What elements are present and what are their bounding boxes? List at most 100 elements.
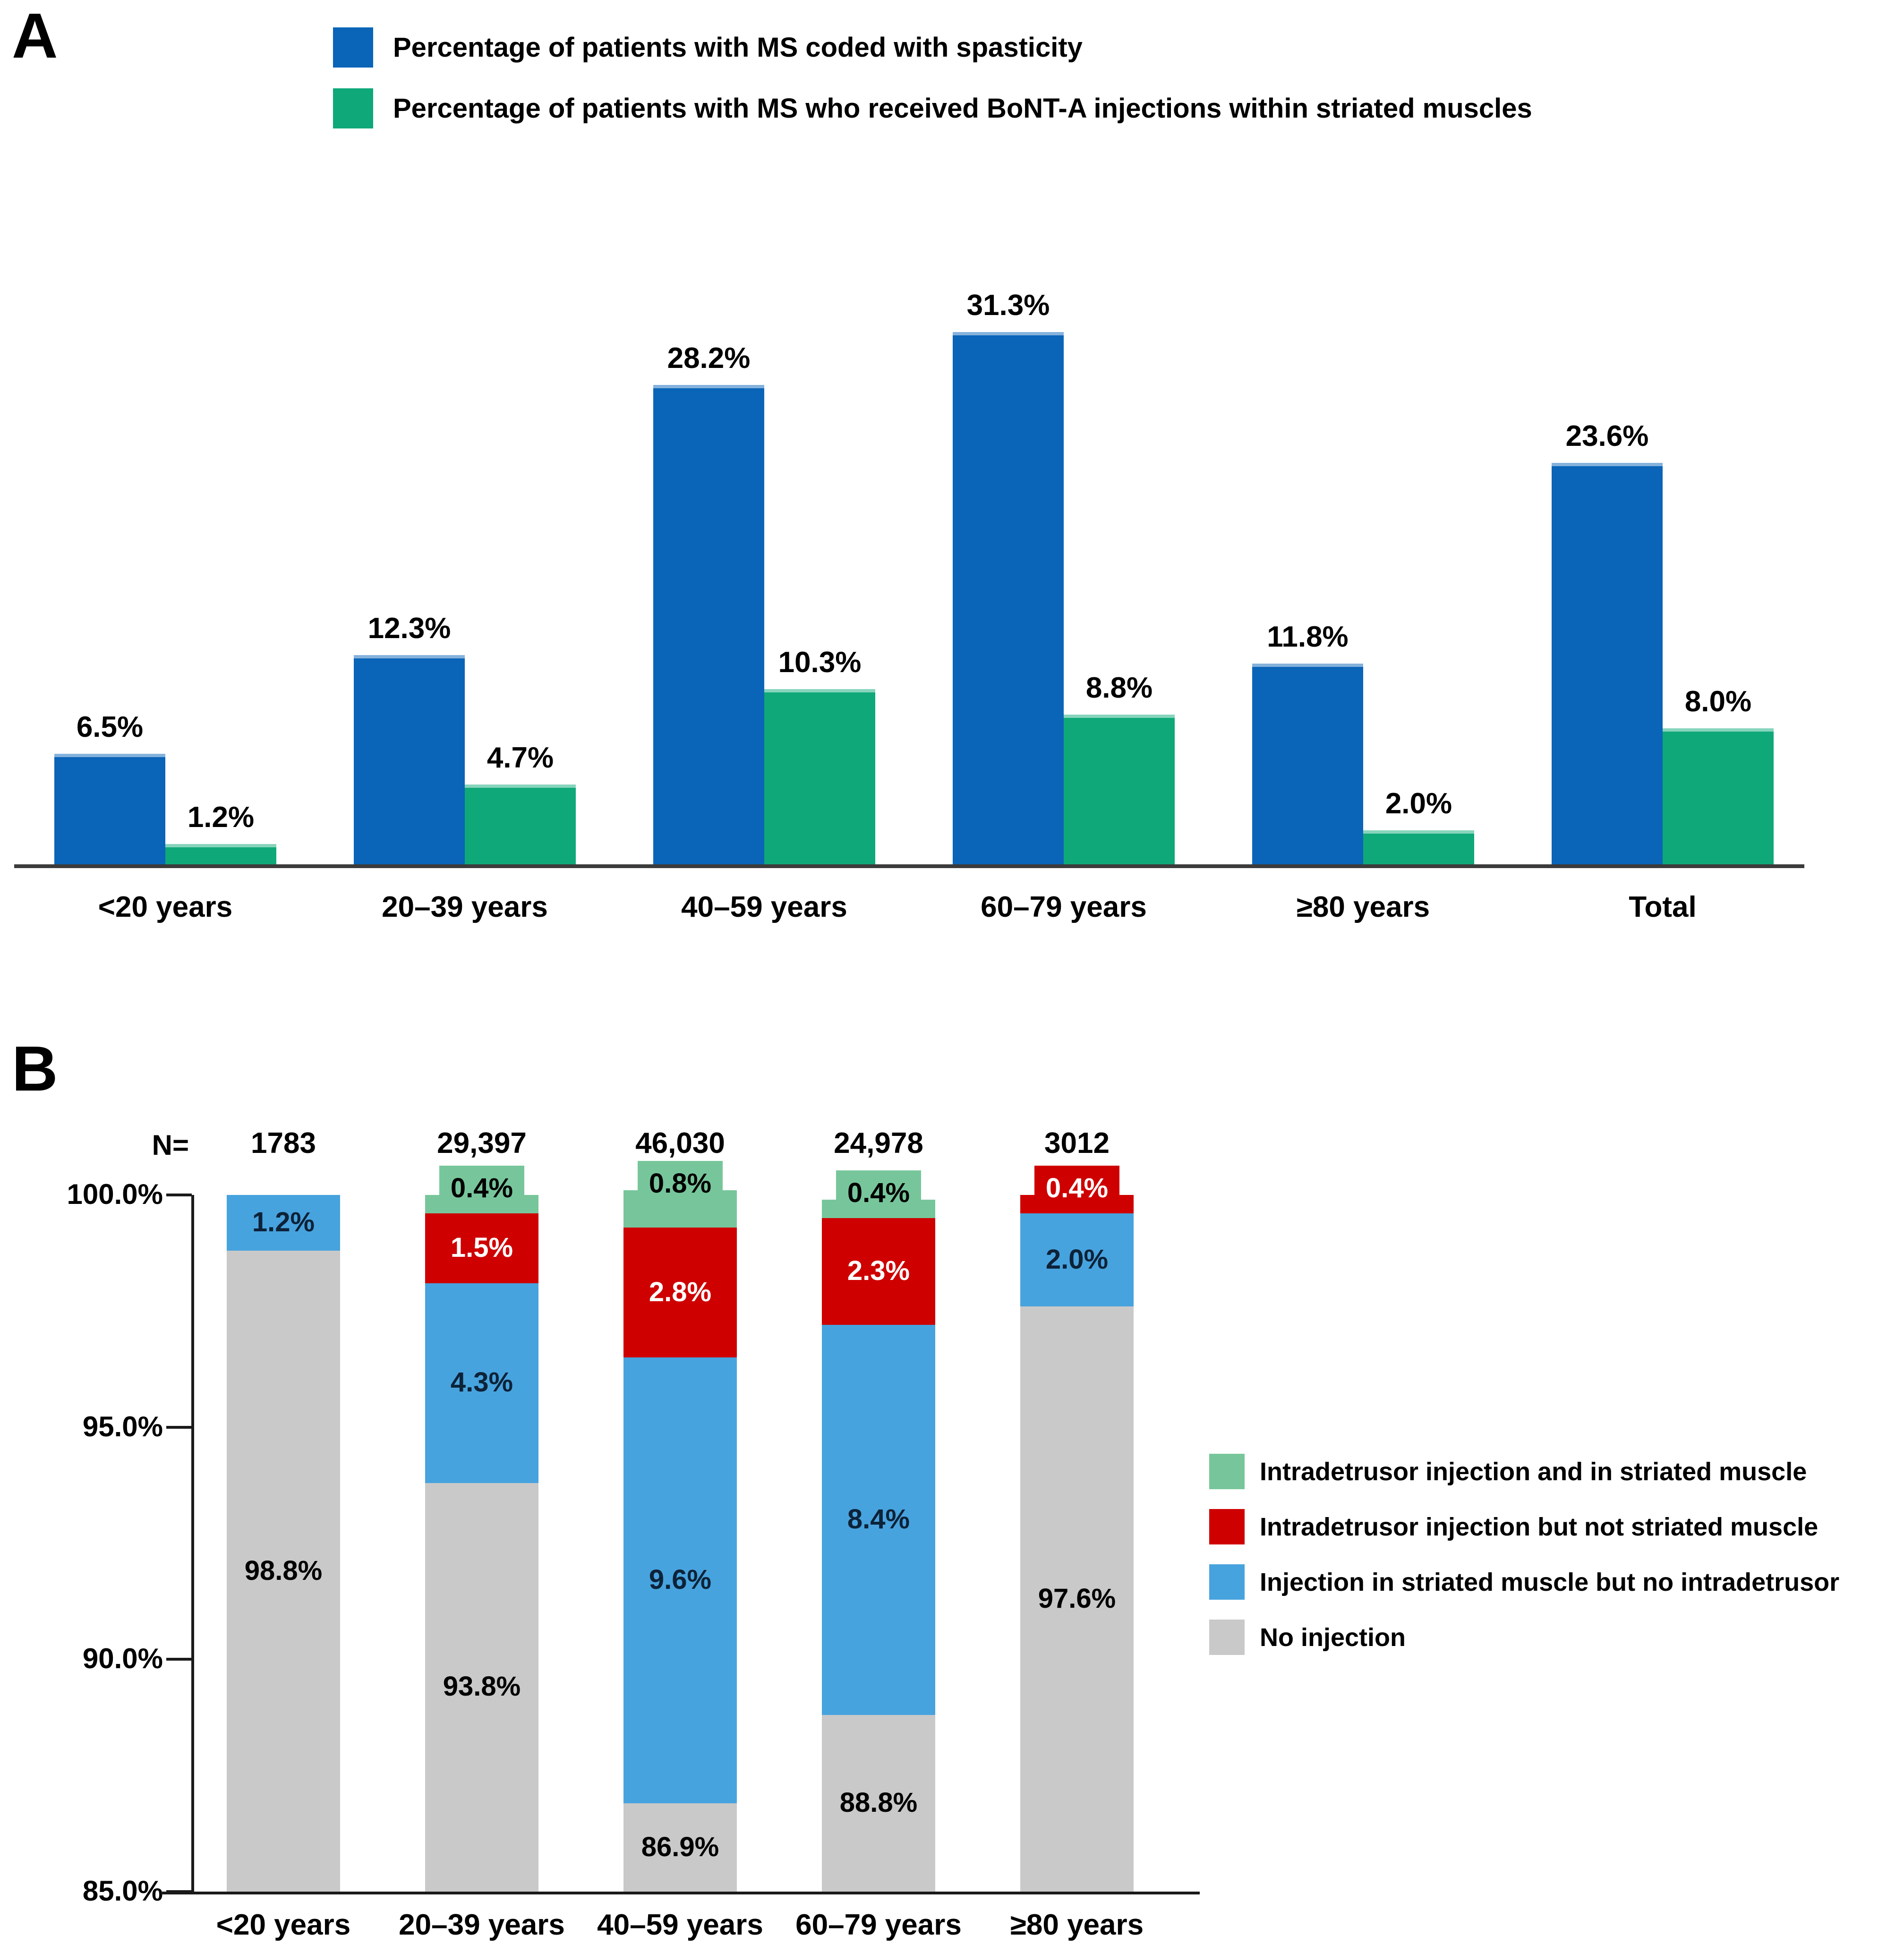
category-label: 40–59 years (681, 891, 847, 923)
legend-item-striated-only: Injection in striated muscle but no intr… (1209, 1564, 1839, 1600)
category-label: ≥80 years (1010, 1909, 1144, 1941)
bar-spasticity (653, 384, 764, 864)
n-value: 29,397 (437, 1127, 527, 1160)
category-label: <20 years (98, 891, 233, 923)
y-axis-tick (166, 1194, 192, 1196)
bar-bont (165, 844, 276, 864)
value-label: 4.7% (487, 741, 554, 774)
segment-value-label: 93.8% (443, 1671, 521, 1702)
bar-spasticity (1252, 664, 1363, 864)
bar-top-highlight (1663, 728, 1774, 732)
bar-bont (764, 689, 875, 864)
segment-no-injection (227, 1251, 340, 1892)
segment-intradetrusor-only (822, 1218, 935, 1325)
legend-item-spasticity: Percentage of patients with MS coded wit… (333, 27, 1532, 68)
y-axis-line (191, 1195, 194, 1892)
bar-top-highlight (165, 844, 276, 847)
panel-b-legend: Intradetrusor injection and in striated … (1209, 1454, 1839, 1675)
segment-value-label: 2.8% (649, 1276, 712, 1307)
legend-swatch-gray (1209, 1620, 1245, 1655)
segment-value-label: 1.5% (450, 1232, 513, 1263)
segment-value-label: 88.8% (839, 1787, 918, 1818)
value-label: 2.0% (1385, 787, 1452, 820)
n-value: 3012 (1044, 1127, 1110, 1160)
legend-item-both: Intradetrusor injection and in striated … (1209, 1454, 1839, 1489)
legend-label-intradetrusor-only: Intradetrusor injection but not striated… (1260, 1512, 1819, 1541)
category-label: ≥80 years (1296, 891, 1430, 923)
segment-no-injection (623, 1803, 737, 1892)
value-label: 10.3% (778, 646, 862, 679)
legend-label-spasticity: Percentage of patients with MS coded wit… (393, 32, 1083, 63)
segment-intradetrusor-only (425, 1213, 538, 1283)
legend-swatch-red (1209, 1509, 1245, 1544)
bar-bont (1064, 715, 1175, 864)
n-equals-label: N= (152, 1129, 189, 1161)
category-label: 20–39 years (399, 1909, 565, 1941)
value-label: 31.3% (966, 289, 1050, 322)
value-label: 28.2% (667, 341, 751, 375)
y-axis-tick (166, 1425, 192, 1429)
segment-intradetrusor-only (623, 1227, 737, 1358)
bar-spasticity (1552, 463, 1663, 864)
segment-cap-label: 0.4% (836, 1170, 921, 1215)
category-label: Total (1629, 891, 1697, 923)
legend-label-bont: Percentage of patients with MS who recei… (393, 93, 1532, 124)
n-value: 46,030 (635, 1127, 725, 1160)
segment-cap-label: 0.8% (638, 1161, 723, 1206)
segment-striated-only (623, 1357, 737, 1804)
segment-no-injection (425, 1483, 538, 1892)
bar-top-highlight (54, 754, 165, 757)
bar-spasticity (953, 332, 1064, 864)
y-axis-tick (166, 1658, 192, 1661)
legend-item-intradetrusor-only: Intradetrusor injection but not striated… (1209, 1509, 1839, 1544)
panel-b-label: B (12, 1033, 58, 1104)
stacked-bar-chart: 100.0% 95.0% 90.0% 85.0% 1783 98.8% 1.2% <20 ye… (0, 992, 1904, 1953)
panel-a-label: A (12, 0, 58, 71)
segment-value-label: 86.9% (641, 1831, 719, 1862)
segment-striated-only (822, 1325, 935, 1715)
value-label: 11.8% (1267, 621, 1349, 654)
legend-swatch-blue (1209, 1564, 1245, 1600)
n-value: 1783 (251, 1127, 316, 1160)
value-label: 8.0% (1684, 685, 1752, 718)
legend-label-striated-only: Injection in striated muscle but no intr… (1260, 1568, 1840, 1596)
segment-no-injection (822, 1715, 935, 1892)
category-label: 20–39 years (382, 891, 548, 923)
y-axis-tick-label: 85.0% (82, 1875, 163, 1907)
value-label: 6.5% (76, 711, 144, 743)
value-label: 1.2% (187, 801, 255, 834)
segment-value-label: 4.3% (450, 1367, 513, 1398)
value-label: 12.3% (367, 612, 451, 645)
grouped-bar-chart: 6.5% 1.2% <20 years 12.3% 4.7% 20–39 years 28.… (14, 289, 1804, 923)
bar-top-highlight (953, 332, 1064, 336)
y-axis-tick-label: 100.0% (67, 1178, 163, 1210)
segment-value-label: 9.6% (649, 1564, 712, 1595)
x-axis-line (14, 864, 1804, 868)
y-axis-tick-label: 90.0% (82, 1643, 163, 1675)
legend-item-bont: Percentage of patients with MS who recei… (333, 88, 1532, 128)
segment-striated-only (1020, 1213, 1134, 1306)
legend-item-no-injection: No injection (1209, 1620, 1839, 1655)
segment-value-label: 97.6% (1038, 1583, 1116, 1614)
segment-no-injection (1020, 1306, 1134, 1892)
bar-spasticity (354, 655, 465, 864)
value-label: 8.8% (1085, 672, 1153, 705)
category-label: 60–79 years (795, 1909, 962, 1941)
segment-value-label: 98.8% (244, 1555, 323, 1586)
bar-bont (1363, 830, 1474, 864)
legend-swatch-green (1209, 1454, 1245, 1489)
bar-top-highlight (1064, 715, 1175, 718)
value-label: 23.6% (1565, 420, 1649, 453)
bar-bont (465, 784, 576, 864)
segment-striated-only (227, 1195, 340, 1251)
segment-cap-label: 0.4% (1034, 1166, 1119, 1211)
category-label: 60–79 years (981, 891, 1147, 923)
legend-swatch-green (333, 88, 373, 128)
legend-label-both: Intradetrusor injection and in striated … (1260, 1457, 1807, 1486)
bar-top-highlight (1363, 830, 1474, 834)
y-axis-tick-label: 95.0% (82, 1410, 163, 1442)
bar-spasticity (54, 754, 165, 864)
segment-value-label: 8.4% (847, 1504, 910, 1535)
segment-cap-label: 0.4% (439, 1166, 524, 1211)
